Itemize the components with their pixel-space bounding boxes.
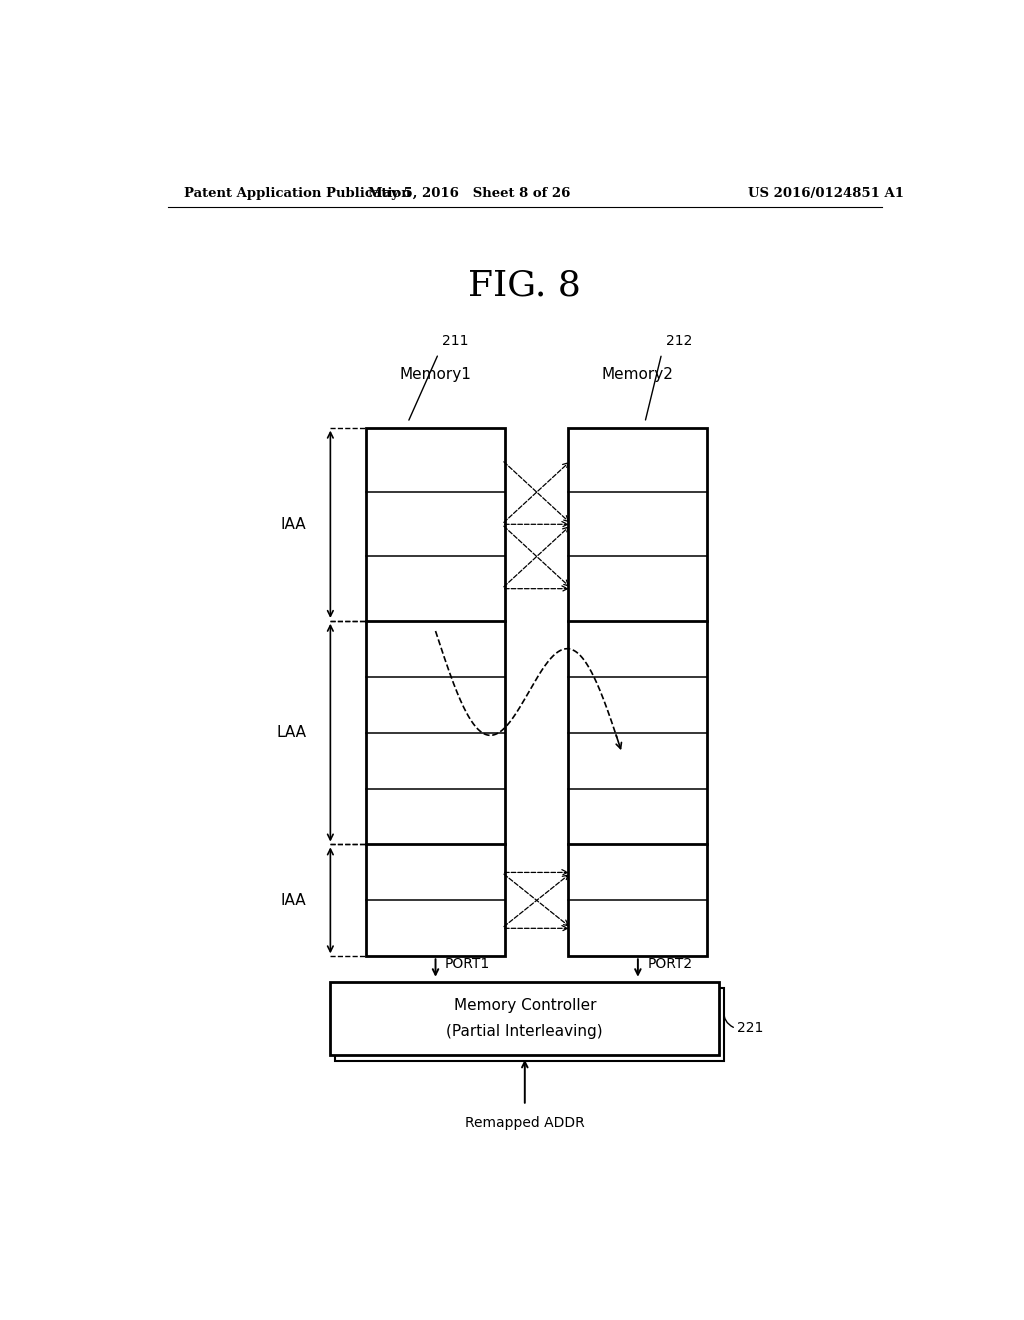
Bar <box>335 987 724 1061</box>
Text: FIG. 8: FIG. 8 <box>468 268 582 302</box>
Text: US 2016/0124851 A1: US 2016/0124851 A1 <box>749 187 904 201</box>
Bar <box>331 982 719 1055</box>
Text: IAA: IAA <box>281 517 306 532</box>
Text: 211: 211 <box>442 334 469 348</box>
Text: 221: 221 <box>737 1022 764 1035</box>
Bar <box>568 428 708 956</box>
Bar <box>367 428 505 956</box>
Text: IAA: IAA <box>281 892 306 908</box>
Text: Patent Application Publication: Patent Application Publication <box>183 187 411 201</box>
Text: Remapped ADDR: Remapped ADDR <box>465 1115 585 1130</box>
Text: May 5, 2016   Sheet 8 of 26: May 5, 2016 Sheet 8 of 26 <box>368 187 570 201</box>
Text: Memory1: Memory1 <box>399 367 471 381</box>
Text: 212: 212 <box>666 334 692 348</box>
Text: PORT2: PORT2 <box>647 957 692 972</box>
Text: Memory Controller: Memory Controller <box>454 998 596 1012</box>
Text: LAA: LAA <box>276 725 306 741</box>
Text: Memory2: Memory2 <box>602 367 674 381</box>
Text: PORT1: PORT1 <box>445 957 490 972</box>
Text: (Partial Interleaving): (Partial Interleaving) <box>446 1024 603 1039</box>
